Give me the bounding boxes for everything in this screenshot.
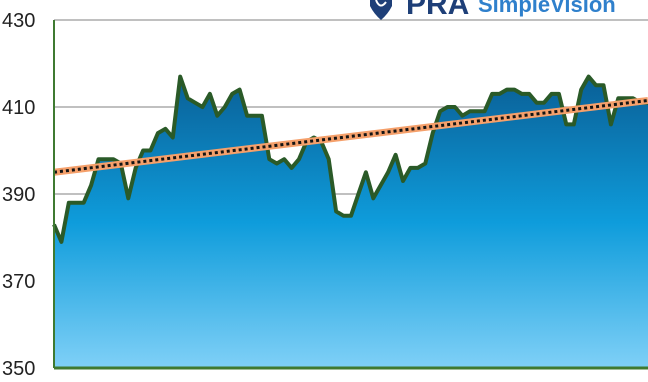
trendline-series [53,97,648,176]
y-tick-label-350: 350 [2,358,35,380]
logo-mark-text: PRA [406,0,469,21]
y-tick-label-410: 410 [2,97,35,119]
area-fill [54,76,648,368]
price-line [52,74,648,244]
trendline-dots [53,98,648,174]
y-tick-label-370: 370 [2,271,35,293]
brand-logo: PRA SimpleVision [370,0,616,21]
logo-sub-text: SimpleVision [478,0,616,17]
area-series [52,74,648,368]
y-tick-label-390: 390 [2,184,35,206]
shield-swoosh-icon [370,0,392,20]
plot-frame [53,20,648,370]
y-tick-label-430: 430 [2,10,35,32]
y-axis-ticks: 430 410 390 370 350 [2,10,35,380]
